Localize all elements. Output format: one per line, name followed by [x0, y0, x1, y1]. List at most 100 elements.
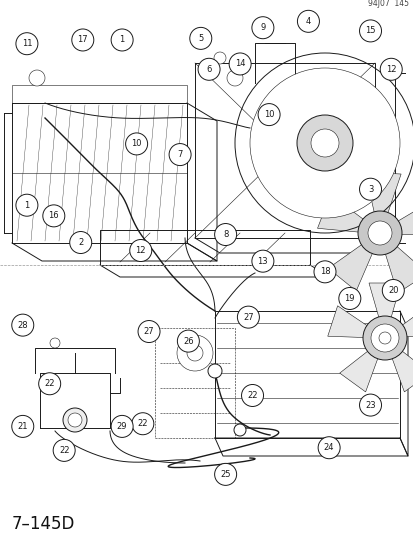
Polygon shape	[327, 306, 374, 338]
Text: 28: 28	[17, 321, 28, 329]
Circle shape	[357, 211, 401, 255]
Text: 12: 12	[135, 246, 146, 255]
Circle shape	[43, 205, 65, 227]
Text: 15: 15	[364, 27, 375, 35]
Circle shape	[297, 10, 319, 33]
Circle shape	[63, 408, 87, 432]
Text: 29: 29	[116, 422, 127, 431]
Circle shape	[362, 316, 406, 360]
Circle shape	[111, 29, 133, 51]
Circle shape	[12, 415, 34, 438]
Text: 22: 22	[44, 379, 55, 388]
Circle shape	[378, 332, 390, 344]
Circle shape	[379, 58, 401, 80]
Circle shape	[187, 345, 202, 361]
Circle shape	[50, 338, 60, 348]
Text: 8: 8	[223, 230, 228, 239]
Text: 4: 4	[305, 17, 310, 26]
Text: 27: 27	[143, 327, 154, 336]
Circle shape	[197, 58, 220, 80]
Text: 22: 22	[137, 419, 148, 428]
Circle shape	[214, 223, 236, 246]
Circle shape	[257, 103, 280, 126]
Circle shape	[214, 52, 225, 64]
Circle shape	[138, 320, 160, 343]
Circle shape	[296, 115, 352, 171]
Circle shape	[125, 133, 147, 155]
Text: 2: 2	[78, 238, 83, 247]
Polygon shape	[328, 240, 375, 291]
Polygon shape	[388, 345, 413, 392]
Polygon shape	[382, 241, 413, 293]
Text: 7–145D: 7–145D	[12, 515, 75, 533]
Polygon shape	[394, 304, 413, 337]
Circle shape	[12, 314, 34, 336]
Circle shape	[370, 324, 398, 352]
Circle shape	[53, 439, 75, 462]
Text: 23: 23	[364, 401, 375, 409]
Text: 13: 13	[257, 257, 268, 265]
Circle shape	[358, 20, 381, 42]
Text: 26: 26	[183, 337, 193, 345]
Circle shape	[228, 53, 251, 75]
Polygon shape	[339, 345, 380, 392]
Text: 20: 20	[387, 286, 398, 295]
Polygon shape	[317, 195, 368, 233]
Polygon shape	[368, 283, 400, 327]
Circle shape	[214, 463, 236, 486]
Polygon shape	[364, 172, 400, 220]
Circle shape	[249, 68, 399, 218]
Text: 14: 14	[234, 60, 245, 68]
Text: 9: 9	[260, 23, 265, 32]
Text: 16: 16	[48, 212, 59, 220]
Text: 7: 7	[177, 150, 182, 159]
Bar	[154, 328, 235, 438]
Text: 18: 18	[319, 268, 330, 276]
Text: 22: 22	[247, 391, 257, 400]
Text: 3: 3	[367, 185, 372, 193]
Circle shape	[71, 29, 94, 51]
Circle shape	[189, 27, 211, 50]
Circle shape	[111, 415, 133, 438]
Polygon shape	[391, 200, 413, 235]
Circle shape	[226, 70, 242, 86]
Circle shape	[310, 129, 338, 157]
Text: 12: 12	[385, 65, 396, 74]
Text: 10: 10	[131, 140, 142, 148]
Circle shape	[16, 194, 38, 216]
Circle shape	[29, 70, 45, 86]
Circle shape	[68, 413, 82, 427]
Text: 17: 17	[77, 36, 88, 44]
Text: 5: 5	[198, 34, 203, 43]
Text: 19: 19	[344, 294, 354, 303]
Text: 1: 1	[24, 201, 29, 209]
Text: 22: 22	[59, 446, 69, 455]
Circle shape	[251, 250, 273, 272]
Circle shape	[129, 239, 152, 262]
Circle shape	[131, 413, 154, 435]
Circle shape	[381, 279, 404, 302]
Circle shape	[233, 424, 245, 436]
Text: 24: 24	[323, 443, 334, 452]
Circle shape	[177, 335, 212, 371]
Circle shape	[317, 437, 339, 459]
Text: 1: 1	[119, 36, 124, 44]
Text: 6: 6	[206, 65, 211, 74]
Circle shape	[338, 287, 360, 310]
Text: 11: 11	[21, 39, 32, 48]
Circle shape	[367, 221, 391, 245]
Text: 21: 21	[17, 422, 28, 431]
Circle shape	[207, 364, 221, 378]
Circle shape	[69, 231, 92, 254]
Circle shape	[251, 17, 273, 39]
Circle shape	[38, 373, 61, 395]
Text: 27: 27	[242, 313, 253, 321]
Text: 25: 25	[220, 470, 230, 479]
Circle shape	[169, 143, 191, 166]
Circle shape	[313, 261, 335, 283]
Text: 94J07  145: 94J07 145	[367, 0, 408, 8]
Text: 10: 10	[263, 110, 274, 119]
Circle shape	[358, 178, 381, 200]
Circle shape	[16, 33, 38, 55]
Circle shape	[358, 394, 381, 416]
